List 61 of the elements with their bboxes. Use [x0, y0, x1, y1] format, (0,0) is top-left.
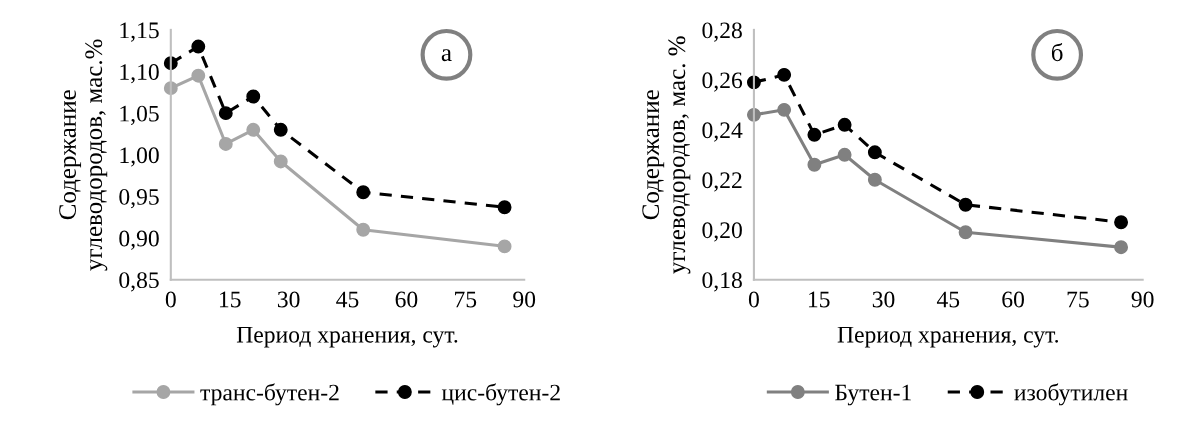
- point: [246, 122, 261, 137]
- legend-label: изобутилен: [1014, 383, 1128, 406]
- point: [273, 154, 288, 169]
- point: [837, 147, 852, 162]
- y-tick-label: 0,18: [702, 272, 742, 292]
- x-tick-label: 45: [336, 291, 359, 308]
- y-tick-label: 0,20: [702, 222, 742, 242]
- point: [356, 222, 371, 237]
- y-axis-title: Содержание углеводородов, мас.%: [59, 39, 108, 271]
- x-axis-title: Период хранения, сут.: [837, 326, 1059, 348]
- y-tick-label: 0,95: [119, 188, 159, 209]
- x-tick-label: 15: [219, 291, 241, 308]
- point: [356, 185, 371, 200]
- y-tick-label: 0,24: [702, 122, 743, 142]
- y-tick-label: 0,90: [119, 230, 159, 250]
- x-tick-label: 30: [872, 291, 895, 308]
- y-tick-label: 1,10: [120, 64, 159, 84]
- point: [867, 145, 882, 160]
- annotation: б: [1051, 42, 1063, 62]
- y-tick-label: 0,28: [702, 22, 742, 42]
- point: [1114, 215, 1129, 230]
- point: [191, 39, 206, 54]
- x-tick-label: 90: [1131, 291, 1154, 308]
- x-axis-title: Период хранения, сут.: [236, 326, 458, 348]
- x-tick-label: 0: [748, 291, 759, 308]
- x-tick-label: 75: [455, 291, 477, 308]
- point: [807, 127, 822, 142]
- point: [218, 106, 233, 121]
- point: [807, 157, 822, 172]
- point: [867, 172, 882, 187]
- x-tick-label: 75: [1067, 291, 1089, 308]
- point: [497, 239, 512, 254]
- point: [273, 122, 288, 137]
- point: [246, 89, 261, 104]
- y-tick-label: 0,26: [702, 72, 743, 92]
- x-tick-label: 30: [277, 291, 300, 308]
- y-tick-label: 0,85: [119, 272, 159, 292]
- point: [777, 67, 792, 82]
- point: [218, 137, 233, 151]
- x-tick-label: 90: [513, 291, 536, 308]
- y-tick-label: 1,00: [120, 147, 159, 167]
- point: [837, 117, 852, 132]
- point: [777, 102, 792, 117]
- legend-label: транс-бутен-2: [200, 383, 339, 406]
- x-tick-label: 15: [808, 291, 830, 308]
- y-tick-label: 1,15: [120, 22, 159, 42]
- x-tick-label: 45: [936, 291, 960, 308]
- x-tick-label: 60: [395, 291, 418, 308]
- point: [191, 68, 206, 83]
- point: [497, 200, 512, 215]
- point: [1114, 240, 1129, 255]
- y-tick-label: 1,05: [120, 105, 159, 125]
- legend-label: Бутен-1: [835, 384, 911, 406]
- x-tick-label: 0: [165, 291, 176, 308]
- point: [958, 197, 973, 212]
- y-axis-title: Содержание углеводородов, мас. %: [642, 36, 691, 274]
- annotation: а: [441, 49, 452, 62]
- x-tick-label: 60: [1002, 291, 1024, 308]
- legend-label: цис-бутен-2: [441, 383, 560, 406]
- point: [958, 225, 973, 240]
- y-tick-label: 0,22: [702, 172, 742, 192]
